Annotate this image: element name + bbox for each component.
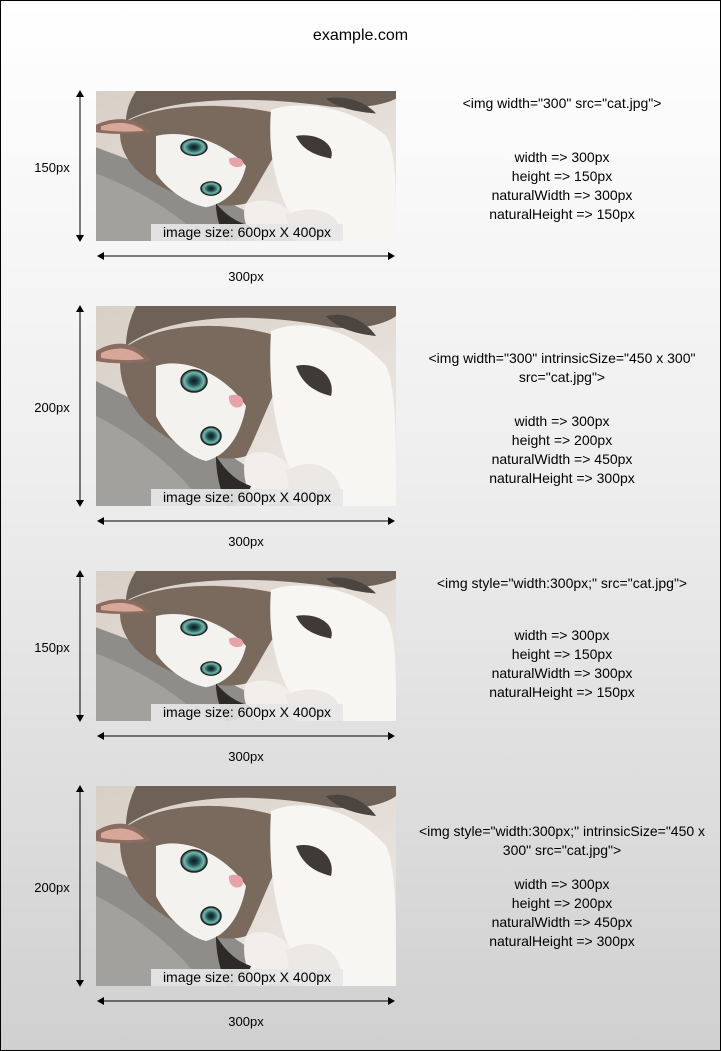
image-size-caption: image size: 600px X 400px <box>151 969 343 986</box>
example-description: <img width="300" intrinsicSize="450 x 30… <box>407 349 717 488</box>
natural-height-property: naturalHeight => 300px <box>489 933 635 949</box>
property-list: width => 300px height => 150px naturalWi… <box>407 626 717 702</box>
height-dimension-arrow <box>76 570 84 722</box>
page-title: example.com <box>312 27 409 44</box>
natural-height-property: naturalHeight => 300px <box>489 470 635 486</box>
example-description: <img style="width:300px;" src="cat.jpg">… <box>407 574 717 702</box>
property-list: width => 300px height => 150px naturalWi… <box>407 148 717 224</box>
width-property: width => 300px <box>514 627 610 643</box>
height-label: 150px <box>34 160 70 175</box>
width-property: width => 300px <box>514 149 610 165</box>
image-size-caption: image size: 600px X 400px <box>151 224 343 241</box>
cat-image: image size: 600px X 400px <box>96 306 396 506</box>
image-size-caption: image size: 600px X 400px <box>151 704 343 721</box>
width-property: width => 300px <box>514 876 610 892</box>
property-list: width => 300px height => 200px naturalWi… <box>407 875 717 951</box>
width-label: 300px <box>228 269 264 284</box>
img-code-snippet: <img width="300" intrinsicSize="450 x 30… <box>428 350 696 385</box>
width-dimension-arrow <box>97 997 395 1005</box>
cat-image: image size: 600px X 400px <box>96 786 396 986</box>
height-dimension-arrow <box>76 305 84 507</box>
width-dimension-arrow <box>97 732 395 740</box>
natural-width-property: naturalWidth => 450px <box>491 914 633 930</box>
natural-width-property: naturalWidth => 300px <box>491 665 633 681</box>
cat-image: image size: 600px X 400px <box>96 91 396 241</box>
property-list: width => 300px height => 200px naturalWi… <box>407 412 717 488</box>
cat-image: image size: 600px X 400px <box>96 571 396 721</box>
width-dimension-arrow <box>97 517 395 525</box>
width-property: width => 300px <box>514 413 610 429</box>
natural-width-property: naturalWidth => 450px <box>491 451 633 467</box>
example-description: <img style="width:300px;" intrinsicSize=… <box>407 822 717 951</box>
width-label: 300px <box>228 534 264 549</box>
height-property: height => 200px <box>511 432 613 448</box>
width-dimension-arrow <box>97 252 395 260</box>
height-property: height => 150px <box>511 646 613 662</box>
img-code-snippet: <img style="width:300px;" src="cat.jpg"> <box>436 575 688 591</box>
height-property: height => 200px <box>511 895 613 911</box>
height-property: height => 150px <box>511 168 613 184</box>
natural-height-property: naturalHeight => 150px <box>489 684 635 700</box>
height-label: 200px <box>34 400 70 415</box>
image-size-caption: image size: 600px X 400px <box>151 489 343 506</box>
width-label: 300px <box>228 749 264 764</box>
natural-height-property: naturalHeight => 150px <box>489 206 635 222</box>
height-label: 150px <box>34 640 70 655</box>
img-code-snippet: <img width="300" src="cat.jpg"> <box>462 95 662 111</box>
img-code-snippet: <img style="width:300px;" intrinsicSize=… <box>418 823 706 858</box>
natural-width-property: naturalWidth => 300px <box>491 187 633 203</box>
example-description: <img width="300" src="cat.jpg"> width =>… <box>407 94 717 224</box>
width-label: 300px <box>228 1014 264 1029</box>
height-label: 200px <box>34 880 70 895</box>
height-dimension-arrow <box>76 785 84 987</box>
height-dimension-arrow <box>76 90 84 242</box>
